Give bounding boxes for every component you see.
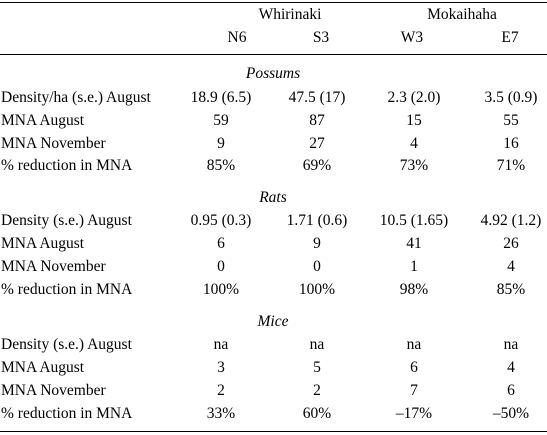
cell-n6: 9 [217, 135, 225, 152]
cell-s3: 9 [313, 235, 321, 252]
cell-e7: 26 [503, 235, 519, 252]
cell-e7: 55 [503, 112, 519, 129]
cell-s3: 47.5 (17) [288, 89, 346, 106]
cell-w3: na [406, 336, 422, 353]
section-title-mice: Mice [257, 313, 289, 330]
cell-w3: 15 [406, 112, 422, 129]
cell-w3: 73% [399, 157, 429, 174]
row-label: Density (s.e.) August [1, 212, 132, 229]
cell-s3: 2 [313, 382, 321, 399]
cell-s3: na [309, 336, 325, 353]
cell-n6: 0.95 (0.3) [190, 212, 252, 229]
row-label: MNA August [1, 359, 85, 376]
section-title-rats: Rats [259, 189, 287, 206]
cell-e7: 71% [496, 157, 526, 174]
group-header-mokaihaha: Mokaihaha [427, 6, 497, 23]
cell-w3: 10.5 (1.65) [379, 212, 449, 229]
row-label: MNA August [1, 112, 85, 129]
section-title-possums: Possums [245, 65, 301, 82]
cell-w3: 1 [410, 258, 418, 275]
cell-n6: 0 [217, 258, 225, 275]
cell-w3: 6 [410, 359, 418, 376]
cell-n6: 33% [206, 405, 236, 422]
cell-n6: 85% [206, 157, 236, 174]
row-label: MNA November [1, 382, 106, 399]
cell-s3: 69% [302, 157, 332, 174]
row-label: MNA August [1, 235, 85, 252]
cell-w3: 4 [410, 135, 418, 152]
row-label: MNA November [1, 135, 106, 152]
cell-n6: 2 [217, 382, 225, 399]
cell-e7: 4.92 (1.2) [480, 212, 542, 229]
header-rule [0, 54, 547, 55]
cell-s3: 60% [302, 405, 332, 422]
cell-e7: 16 [503, 135, 519, 152]
cell-e7: na [503, 336, 519, 353]
row-label: % reduction in MNA [1, 157, 133, 174]
row-label: % reduction in MNA [1, 281, 133, 298]
cell-s3: 1.71 (0.6) [286, 212, 348, 229]
cell-s3: 27 [309, 135, 325, 152]
cell-w3: 98% [399, 281, 429, 298]
cell-s3: 5 [313, 359, 321, 376]
cell-e7: 4 [507, 359, 515, 376]
cell-n6: 6 [217, 235, 225, 252]
cell-s3: 100% [298, 281, 336, 298]
cell-e7: 3.5 (0.9) [484, 89, 538, 106]
cell-e7: 4 [507, 258, 515, 275]
column-header-n6: N6 [227, 29, 247, 46]
cell-e7: 6 [507, 382, 515, 399]
row-label: MNA November [1, 258, 106, 275]
cell-n6: 18.9 (6.5) [190, 89, 252, 106]
column-header-w3: W3 [400, 29, 424, 46]
row-label: Density/ha (s.e.) August [1, 89, 151, 106]
top-rule [0, 2, 547, 3]
column-header-e7: E7 [501, 29, 519, 46]
group-header-whirinaki: Whirinaki [258, 6, 322, 23]
cell-w3: –17% [395, 405, 433, 422]
cell-w3: 2.3 (2.0) [387, 89, 441, 106]
cell-w3: 7 [410, 382, 418, 399]
cell-s3: 0 [313, 258, 321, 275]
cell-e7: –50% [492, 405, 530, 422]
bottom-rule [0, 431, 547, 432]
column-header-s3: S3 [312, 29, 330, 46]
cell-n6: 100% [202, 281, 240, 298]
row-label: % reduction in MNA [1, 405, 133, 422]
row-label: Density (s.e.) August [1, 336, 132, 353]
cell-e7: 85% [496, 281, 526, 298]
cell-n6: 3 [217, 359, 225, 376]
cell-n6: 59 [213, 112, 229, 129]
cell-n6: na [213, 336, 229, 353]
cell-w3: 41 [406, 235, 422, 252]
cell-s3: 87 [309, 112, 325, 129]
